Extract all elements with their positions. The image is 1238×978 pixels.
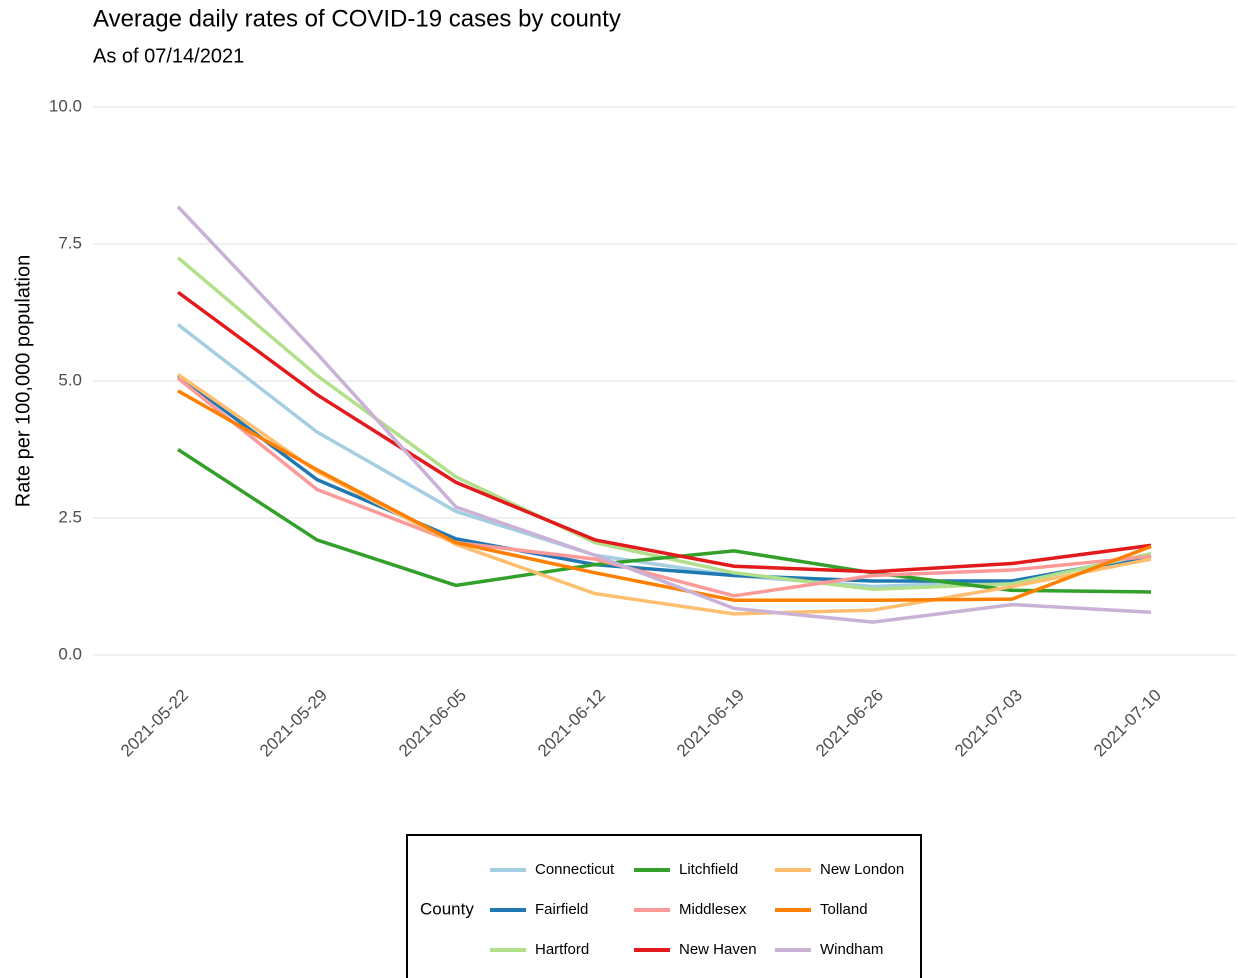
series-line xyxy=(176,290,1152,574)
legend-label: Fairfield xyxy=(535,901,588,918)
y-tick-label: 7.5 xyxy=(58,233,82,252)
legend-label: Middlesex xyxy=(679,901,747,918)
legend-label: Tolland xyxy=(820,901,868,918)
x-tick-label: 2021-05-22 xyxy=(117,686,192,761)
legend-label: Litchfield xyxy=(679,861,738,878)
x-tick-label: 2021-07-03 xyxy=(951,686,1026,761)
y-tick-label: 5.0 xyxy=(58,370,82,389)
x-tick-label: 2021-06-19 xyxy=(673,686,748,761)
y-axis-label: Rate per 100,000 population xyxy=(12,255,34,507)
chart-subtitle: As of 07/14/2021 xyxy=(93,45,244,67)
legend-box xyxy=(406,834,922,978)
y-tick-label: 0.0 xyxy=(58,644,82,663)
y-tick-label: 2.5 xyxy=(58,507,82,526)
legend-label: Windham xyxy=(820,941,883,958)
x-tick-label: 2021-05-29 xyxy=(256,686,331,761)
series-line xyxy=(176,376,1152,598)
chart-title: Average daily rates of COVID-19 cases by… xyxy=(93,5,621,32)
legend-label: New Haven xyxy=(679,941,757,958)
legend-label: New London xyxy=(820,861,904,878)
series-line xyxy=(176,256,1152,591)
series-line xyxy=(177,389,1152,602)
legend-label: Connecticut xyxy=(535,861,615,878)
x-tick-label: 2021-06-26 xyxy=(812,686,887,761)
x-tick-label: 2021-06-12 xyxy=(534,686,609,761)
x-tick-label: 2021-07-10 xyxy=(1090,686,1165,761)
series-line xyxy=(177,448,1152,594)
y-tick-label: 10.0 xyxy=(49,96,82,115)
series-line xyxy=(176,205,1152,624)
x-tick-label: 2021-06-05 xyxy=(395,686,470,761)
legend-label: Hartford xyxy=(535,941,589,958)
series-line xyxy=(176,374,1152,583)
legend-title: County xyxy=(420,899,474,918)
